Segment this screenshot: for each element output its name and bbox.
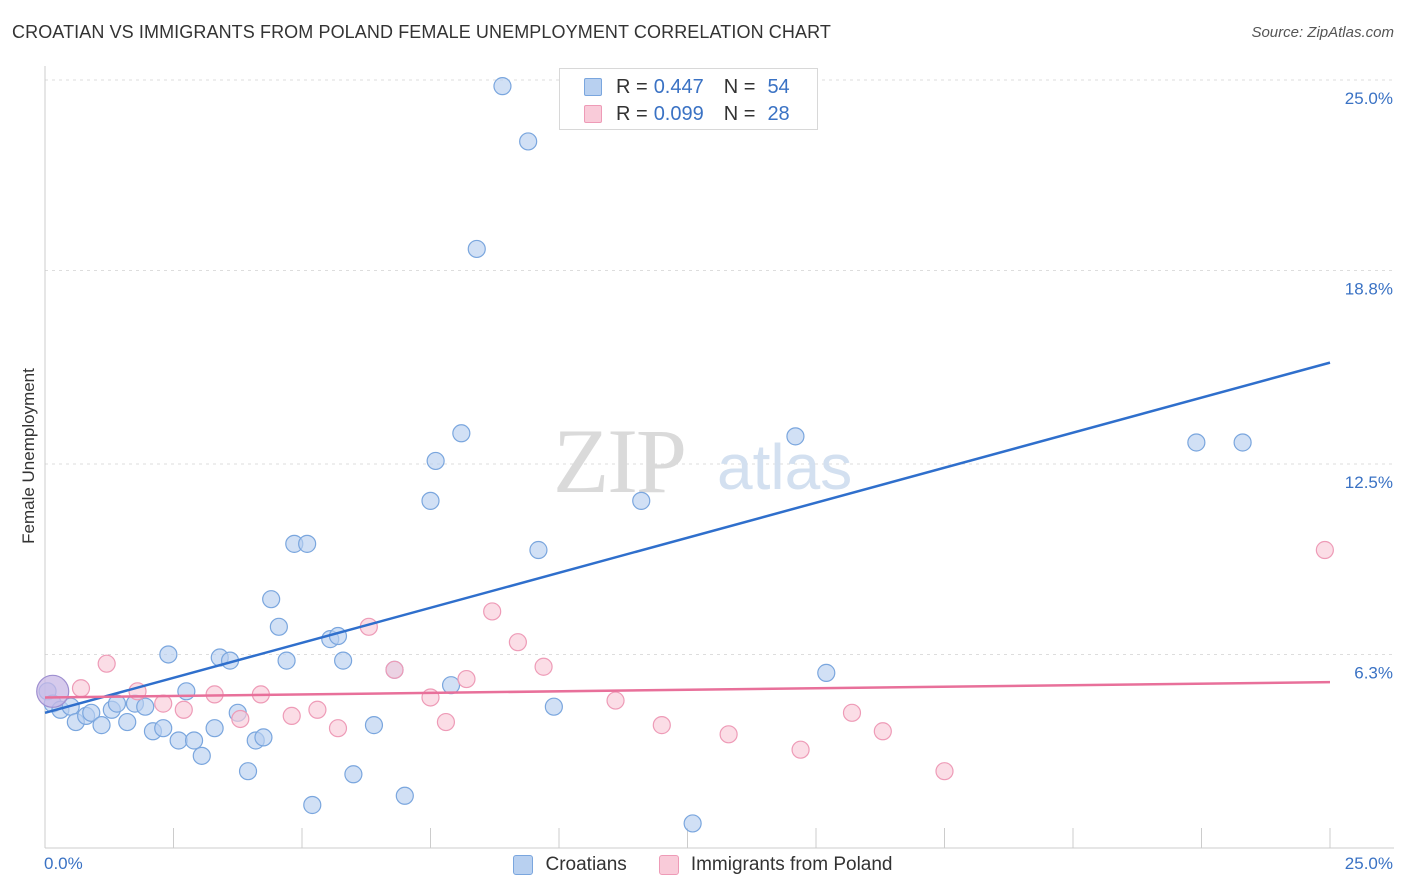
croatians-point xyxy=(529,540,548,560)
croatians-point xyxy=(632,491,651,510)
poland-point xyxy=(935,762,954,781)
series-label-poland: Immigrants from Poland xyxy=(690,854,893,875)
series-legend: Croatians Immigrants from Poland xyxy=(0,852,1406,878)
legend-n-value: 28 xyxy=(767,102,790,125)
croatians-point xyxy=(192,746,211,765)
poland-point xyxy=(174,700,193,719)
legend-r-value: 0.099 xyxy=(653,102,704,125)
poland-point xyxy=(652,716,671,735)
croatians-point xyxy=(177,682,196,701)
legend-n-label: N = xyxy=(723,102,756,125)
legend-r-value: 0.447 xyxy=(653,75,704,98)
watermark-atlas: atlas xyxy=(717,431,852,503)
croatians-point xyxy=(269,617,288,636)
poland-point xyxy=(97,654,116,673)
series-label-croatians: Croatians xyxy=(545,854,627,875)
y-tick-label: 18.8% xyxy=(1345,279,1393,298)
croatians-point xyxy=(205,719,224,738)
poland-point xyxy=(385,660,404,679)
poland-point xyxy=(606,691,625,710)
croatians-point xyxy=(262,590,281,609)
croatians-point xyxy=(298,534,317,553)
croatians-point xyxy=(159,645,178,664)
croatians-point xyxy=(467,239,486,259)
x-tick-label-max: 25.0% xyxy=(1345,854,1393,873)
legend-r-label: R = xyxy=(616,102,648,125)
poland-point xyxy=(508,633,527,652)
poland-point xyxy=(873,722,892,741)
series-swatch-poland xyxy=(658,855,679,875)
croatians-point xyxy=(184,731,204,750)
croatians-point xyxy=(364,716,384,735)
poland-trend-line xyxy=(44,680,1331,699)
croatians-point xyxy=(421,491,440,510)
poland-point xyxy=(719,725,738,744)
croatians-point xyxy=(426,451,445,471)
correlation-legend: R = 0.447 N = 54 R = 0.099 N = 28 xyxy=(559,68,818,130)
croatians-point xyxy=(493,77,512,96)
croatians-point xyxy=(344,765,363,784)
legend-n-label: N = xyxy=(723,75,756,98)
croatians-point xyxy=(1187,433,1206,452)
croatians-point xyxy=(303,795,322,815)
croatians-point xyxy=(786,427,805,446)
croatians-point xyxy=(544,697,563,716)
chart-title: CROATIAN VS IMMIGRANTS FROM POLAND FEMAL… xyxy=(12,22,831,42)
croatians-point xyxy=(254,728,273,747)
croatians-point xyxy=(817,663,836,682)
poland-point xyxy=(231,709,250,729)
legend-swatch-croatians xyxy=(584,78,602,96)
poland-point xyxy=(436,712,456,732)
croatians-point xyxy=(107,694,127,713)
source-label: Source: ZipAtlas.com xyxy=(1251,24,1394,41)
poland-point xyxy=(308,700,327,719)
legend-row-poland: R = 0.099 N = 28 xyxy=(584,101,790,127)
overlap-point xyxy=(36,674,70,708)
croatians-point xyxy=(277,651,296,670)
poland-point xyxy=(791,740,810,759)
series-swatch-croatians xyxy=(513,855,534,875)
y-tick-label: 12.5% xyxy=(1345,473,1393,492)
croatians-point xyxy=(238,762,258,781)
y-tick-label: 6.3% xyxy=(1354,663,1393,682)
y-tick-label: 25.0% xyxy=(1345,89,1393,108)
croatians-point xyxy=(118,712,137,732)
poland-point xyxy=(282,706,301,726)
y-axis-label: Female Unemployment xyxy=(19,368,38,544)
poland-point xyxy=(1315,540,1334,560)
watermark-zip: ZIP xyxy=(553,410,685,512)
croatians-point xyxy=(683,814,702,833)
croatians-point xyxy=(82,703,101,722)
croatians-point xyxy=(92,716,111,735)
poland-point xyxy=(328,719,348,738)
legend-n-value: 54 xyxy=(767,75,790,98)
legend-row-croatians: R = 0.447 N = 54 xyxy=(584,74,790,100)
poland-point xyxy=(457,669,476,689)
croatians-point xyxy=(136,697,155,716)
poland-point xyxy=(842,703,862,722)
croatians-point xyxy=(395,786,414,805)
croatians-point xyxy=(169,731,188,750)
croatians-point xyxy=(1233,433,1252,452)
croatians-trend-line xyxy=(44,361,1331,715)
croatians-point xyxy=(452,424,471,443)
poland-point xyxy=(421,688,440,707)
legend-swatch-poland xyxy=(584,105,602,123)
croatians-point xyxy=(334,651,353,670)
series-legend-poland[interactable]: Immigrants from Poland xyxy=(658,854,893,876)
poland-point xyxy=(71,679,91,698)
poland-point xyxy=(534,657,553,676)
series-legend-croatians[interactable]: Croatians xyxy=(513,854,627,876)
poland-point xyxy=(483,602,502,621)
poland-point xyxy=(154,694,173,713)
legend-r-label: R = xyxy=(616,75,648,98)
croatians-point xyxy=(154,719,173,738)
x-tick-label-min: 0.0% xyxy=(44,854,83,873)
croatians-point xyxy=(519,132,538,151)
croatians-point xyxy=(441,676,461,695)
